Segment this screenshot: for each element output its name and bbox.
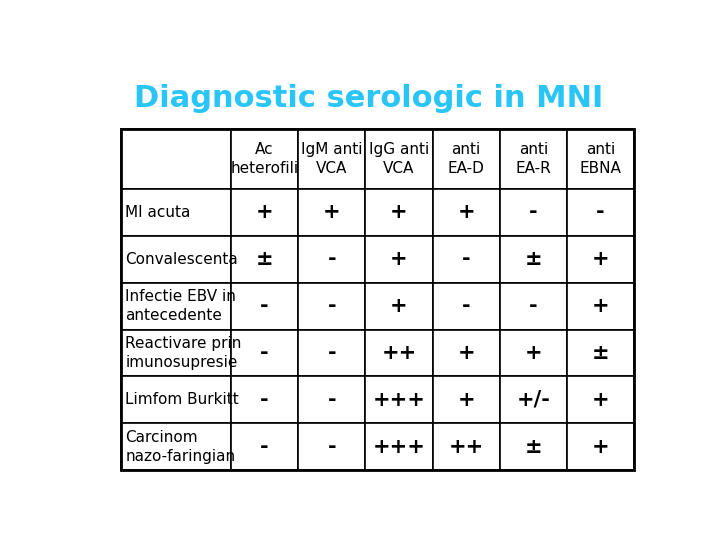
Bar: [231, 236, 298, 282]
Text: ±: ±: [256, 249, 274, 269]
Bar: [121, 423, 231, 470]
Bar: [567, 423, 634, 470]
Text: -: -: [261, 437, 269, 457]
Bar: [121, 236, 231, 282]
Text: Ac
heterofili: Ac heterofili: [230, 142, 299, 176]
Text: -: -: [596, 202, 605, 222]
Text: Reactivare prin
imunosupresie: Reactivare prin imunosupresie: [125, 336, 241, 370]
Bar: [500, 189, 567, 236]
Text: +: +: [457, 390, 475, 410]
Text: +: +: [457, 343, 475, 363]
Text: +: +: [592, 249, 609, 269]
Text: -: -: [328, 296, 336, 316]
Text: Infectie EBV in
antecedente: Infectie EBV in antecedente: [125, 289, 236, 323]
Text: +: +: [592, 296, 609, 316]
Text: -: -: [328, 437, 336, 457]
Bar: [298, 236, 365, 282]
Bar: [433, 282, 500, 329]
Text: anti
EA-D: anti EA-D: [448, 142, 485, 176]
Bar: [231, 129, 298, 189]
Text: Convalescenta: Convalescenta: [125, 252, 238, 267]
Text: IgG anti
VCA: IgG anti VCA: [369, 142, 429, 176]
Text: ±: ±: [524, 249, 542, 269]
Text: +: +: [592, 390, 609, 410]
Text: IgM anti
VCA: IgM anti VCA: [301, 142, 363, 176]
Text: anti
EA-R: anti EA-R: [516, 142, 552, 176]
Bar: [298, 189, 365, 236]
Bar: [121, 129, 231, 189]
Bar: [500, 282, 567, 329]
Bar: [567, 129, 634, 189]
Bar: [567, 376, 634, 423]
Bar: [433, 423, 500, 470]
Bar: [121, 329, 231, 376]
Text: +: +: [256, 202, 274, 222]
Text: +: +: [592, 437, 609, 457]
Text: ++: ++: [382, 343, 417, 363]
Bar: [365, 329, 433, 376]
Text: +: +: [390, 296, 408, 316]
Bar: [500, 236, 567, 282]
Bar: [365, 376, 433, 423]
Text: -: -: [261, 296, 269, 316]
Bar: [231, 329, 298, 376]
Bar: [500, 423, 567, 470]
Text: +: +: [390, 202, 408, 222]
Text: -: -: [261, 390, 269, 410]
Text: -: -: [261, 343, 269, 363]
Bar: [121, 129, 634, 470]
Text: +++: +++: [372, 390, 426, 410]
Bar: [500, 329, 567, 376]
Bar: [365, 282, 433, 329]
Bar: [298, 129, 365, 189]
Bar: [433, 189, 500, 236]
Bar: [298, 282, 365, 329]
Text: +: +: [457, 202, 475, 222]
Text: ++: ++: [449, 437, 484, 457]
Bar: [500, 376, 567, 423]
Bar: [567, 282, 634, 329]
Text: MI acuta: MI acuta: [125, 205, 191, 220]
Text: -: -: [529, 202, 538, 222]
Bar: [231, 282, 298, 329]
Text: +: +: [524, 343, 542, 363]
Bar: [365, 189, 433, 236]
Bar: [121, 376, 231, 423]
Bar: [500, 129, 567, 189]
Bar: [567, 329, 634, 376]
Bar: [298, 376, 365, 423]
Bar: [121, 282, 231, 329]
Bar: [231, 423, 298, 470]
Text: +++: +++: [372, 437, 426, 457]
Text: +/-: +/-: [516, 390, 550, 410]
Bar: [433, 329, 500, 376]
Text: -: -: [462, 296, 470, 316]
Text: ±: ±: [524, 437, 542, 457]
Text: +: +: [390, 249, 408, 269]
Bar: [365, 129, 433, 189]
Bar: [567, 189, 634, 236]
Text: -: -: [328, 249, 336, 269]
Text: Diagnostic serologic in MNI: Diagnostic serologic in MNI: [135, 84, 603, 112]
Bar: [298, 423, 365, 470]
Text: ±: ±: [592, 343, 609, 363]
Text: Limfom Burkitt: Limfom Burkitt: [125, 393, 239, 407]
Bar: [121, 189, 231, 236]
Bar: [231, 376, 298, 423]
Text: -: -: [529, 296, 538, 316]
Text: -: -: [462, 249, 470, 269]
Text: +: +: [323, 202, 341, 222]
Bar: [567, 236, 634, 282]
Text: -: -: [328, 390, 336, 410]
Bar: [365, 236, 433, 282]
Bar: [433, 236, 500, 282]
Bar: [365, 423, 433, 470]
Text: anti
EBNA: anti EBNA: [580, 142, 621, 176]
Text: -: -: [328, 343, 336, 363]
Bar: [433, 376, 500, 423]
Bar: [433, 129, 500, 189]
Text: Carcinom
nazo-faringian: Carcinom nazo-faringian: [125, 430, 235, 463]
Bar: [231, 189, 298, 236]
Bar: [298, 329, 365, 376]
